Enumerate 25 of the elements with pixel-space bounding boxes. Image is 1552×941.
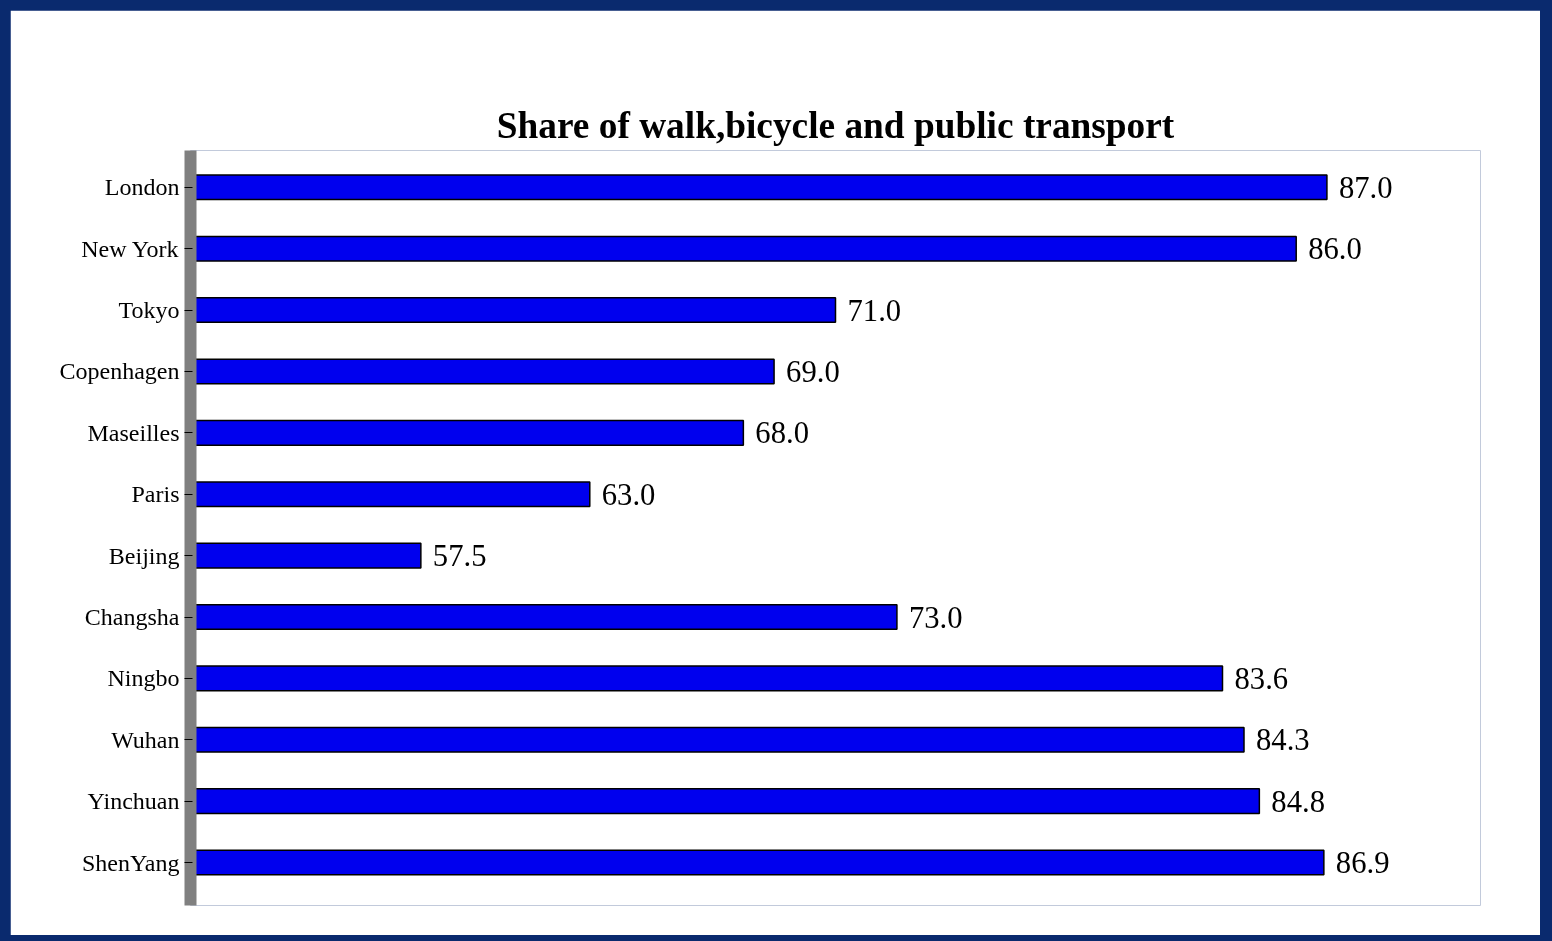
data-label: 69.0: [786, 354, 840, 389]
y-tick-label: Maseilles: [87, 419, 180, 446]
data-label: 86.0: [1308, 232, 1362, 267]
y-tick-label: Yinchuan: [87, 788, 180, 815]
y-tick-label: New York: [81, 235, 179, 262]
y-tick-label: Copenhagen: [59, 358, 180, 385]
data-label: 84.3: [1256, 723, 1310, 758]
y-tick-label: Beijing: [108, 542, 180, 569]
data-label: 83.6: [1234, 661, 1289, 696]
y-tick-label: Paris: [131, 481, 180, 508]
y-tick-label: Wuhan: [111, 726, 180, 753]
data-label: 57.5: [432, 539, 487, 574]
data-label: 71.0: [847, 293, 902, 328]
data-label: 68.0: [755, 416, 810, 451]
chart-title: Share of walk,bicycle and public transport: [496, 104, 1175, 146]
y-tick-label: London: [104, 174, 180, 201]
data-label: 84.8: [1271, 784, 1326, 819]
y-tick-label: Changsha: [84, 604, 180, 630]
data-label: 87.0: [1338, 170, 1393, 205]
data-label: 86.9: [1335, 846, 1390, 881]
data-label: 63.0: [601, 477, 656, 512]
y-tick-label: Tokyo: [118, 297, 180, 324]
data-label: 73.0: [908, 600, 963, 635]
y-tick-label: ShenYang: [81, 849, 180, 876]
y-tick-label: Ningbo: [107, 665, 180, 692]
